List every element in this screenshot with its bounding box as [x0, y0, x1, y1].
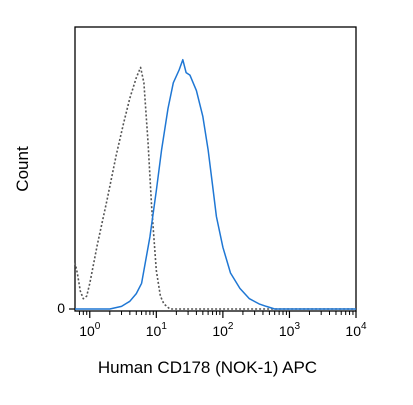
- x-tick-label: 104: [345, 321, 367, 339]
- series-1-line: [74, 66, 356, 310]
- y-tick-label: 0: [57, 300, 65, 316]
- x-tick-label: 102: [212, 321, 234, 339]
- x-tick-label: 101: [146, 321, 168, 339]
- x-tick-label: 103: [279, 321, 301, 339]
- x-axis-title: Human CD178 (NOK-1) APC: [98, 358, 317, 377]
- y-axis-title: Count: [13, 146, 32, 192]
- ticks-layer: 100 101 102 103 104 0: [57, 300, 367, 339]
- series-layer: [74, 58, 356, 310]
- x-tick-label: 100: [79, 321, 101, 339]
- plot-frame: [74, 26, 357, 312]
- series-2-line: [75, 58, 356, 310]
